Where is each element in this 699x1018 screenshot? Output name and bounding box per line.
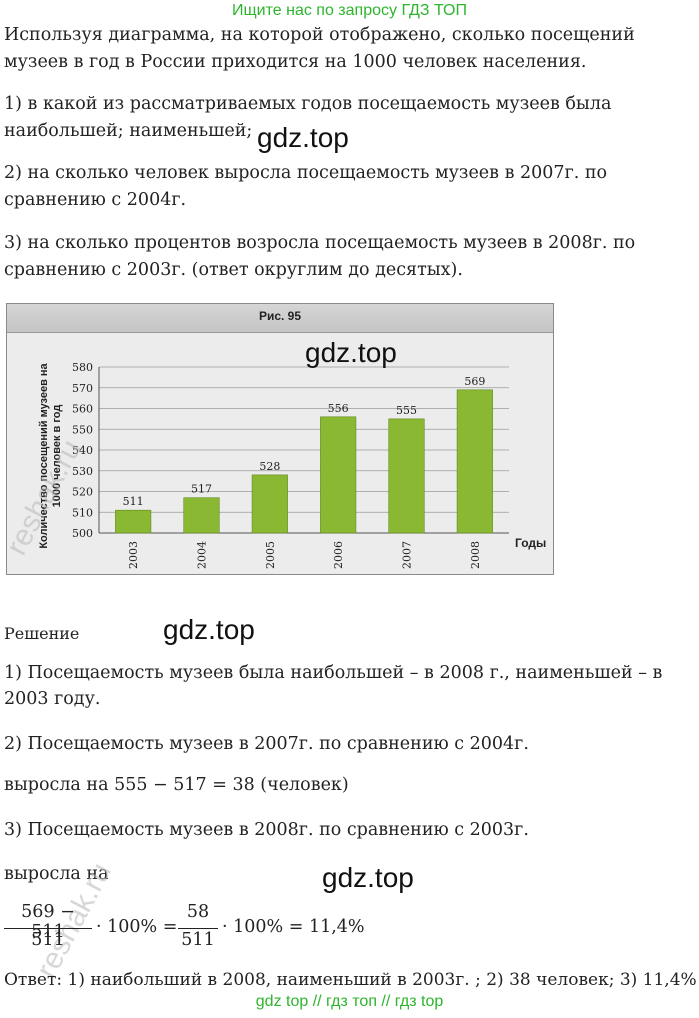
bar-2006 xyxy=(320,416,357,534)
data-label: 511 xyxy=(123,495,144,508)
bar-chart: 500 510 520 530 540 550 560 570 580 511 2003 517 200… xyxy=(38,361,546,569)
watermark-gdz: gdz.top xyxy=(257,122,349,153)
fraction-1-denominator: 511 xyxy=(31,930,65,950)
question-3: 3) на сколько процентов возросла посещае… xyxy=(4,233,636,280)
fraction-1-bar xyxy=(4,928,92,929)
y-tick-label: 520 xyxy=(72,486,93,499)
watermark-gdz: gdz.top xyxy=(322,862,414,893)
y-tick-label: 510 xyxy=(72,506,93,519)
x-tick-label: 2006 xyxy=(332,541,345,569)
bar-2004 xyxy=(183,497,220,534)
bar-2005 xyxy=(251,474,288,534)
solution-1: 1) Посещаемость музеев была наибольшей –… xyxy=(4,663,663,709)
y-tick-label: 530 xyxy=(72,465,93,478)
y-tick-label: 540 xyxy=(72,444,93,457)
data-label: 569 xyxy=(464,375,485,388)
bottom-banner: gdz top // гдз топ // гдз top xyxy=(255,993,444,1010)
bar-2007 xyxy=(388,418,425,534)
bar-2008 xyxy=(456,389,493,534)
solution-3b: выросла на xyxy=(4,864,109,884)
x-tick-label: 2008 xyxy=(469,541,482,569)
y-tick-label: 580 xyxy=(72,361,93,374)
solution-2b: выросла на 555 − 517 = 38 (человек) xyxy=(4,775,349,795)
x-tick-label: 2003 xyxy=(127,541,140,569)
x-tick-label: 2005 xyxy=(264,541,277,569)
figure-title: Рис. 95 xyxy=(258,309,302,323)
y-tick-label: 560 xyxy=(72,403,93,416)
figure-header: Рис. 95 xyxy=(7,304,553,333)
data-label: 517 xyxy=(191,483,212,496)
fraction-2-bar xyxy=(178,928,218,929)
x-tick-label: 2004 xyxy=(196,541,209,569)
fraction-2-numerator: 58 xyxy=(186,902,210,922)
y-axis-label: Количество посещений музеев на1000 челов… xyxy=(38,362,63,548)
x-tick-label: 2007 xyxy=(401,541,414,569)
solution-2: 2) Посещаемость музеев в 2007г. по сравн… xyxy=(4,734,529,754)
multiply-2: · 100% = 11,4% xyxy=(222,917,365,937)
fraction-2-denominator: 511 xyxy=(181,930,215,950)
top-banner: Ищите нас по запросу ГДЗ ТОП xyxy=(232,2,467,19)
task-intro: Используя диаграмма, на которой отображе… xyxy=(4,25,635,72)
solution-heading: Решение xyxy=(4,624,80,643)
figure-box: Рис. 95 500 510 520 530 540 550 560 570 580 511 20… xyxy=(6,303,554,575)
y-tick-label: 570 xyxy=(72,382,93,395)
solution-3: 3) Посещаемость музеев в 2008г. по сравн… xyxy=(4,820,529,840)
question-1: 1) в какой из рассматриваемых годов посе… xyxy=(4,94,612,141)
y-tick-label: 500 xyxy=(72,527,93,540)
fraction-1-numerator: 569 − 511 xyxy=(21,902,75,942)
multiply-1: · 100% = xyxy=(96,917,178,937)
data-label: 556 xyxy=(328,402,349,415)
x-axis-label: Годы xyxy=(515,536,546,550)
y-tick-label: 550 xyxy=(72,423,93,436)
data-label: 528 xyxy=(259,460,280,473)
data-label: 555 xyxy=(396,404,417,417)
bar-2003 xyxy=(115,509,152,534)
watermark-gdz: gdz.top xyxy=(163,614,255,645)
final-answer: Ответ: 1) наибольший в 2008, наименьший … xyxy=(4,970,697,990)
question-2: 2) на сколько человек выросла посещаемос… xyxy=(4,163,608,210)
watermark-gdz: gdz.top xyxy=(305,337,397,368)
